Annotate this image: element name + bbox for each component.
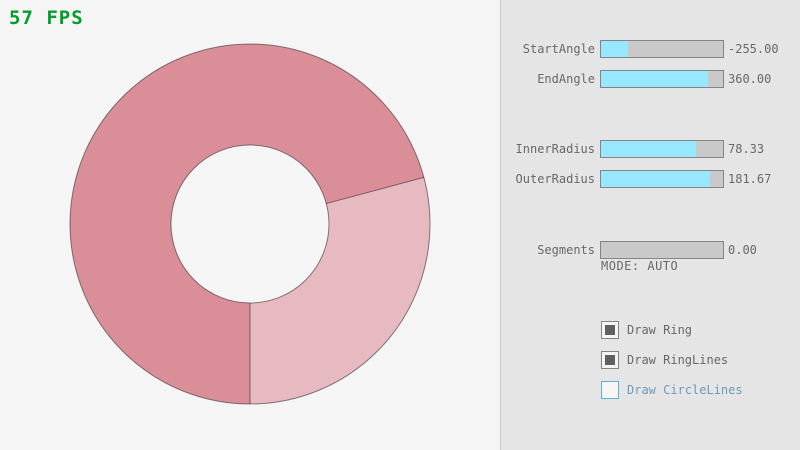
endangle-label: EndAngle bbox=[537, 72, 595, 86]
ring-inner-outline bbox=[170, 144, 330, 304]
draw-circlelines-label: Draw CircleLines bbox=[627, 383, 743, 397]
outerradius-slider-fill bbox=[601, 171, 710, 187]
checkmark bbox=[605, 355, 615, 365]
slider-row-segments: Segments 0.00 bbox=[501, 241, 800, 259]
slider-row-endangle: EndAngle 360.00 bbox=[501, 70, 800, 88]
outerradius-label: OuterRadius bbox=[515, 172, 595, 186]
startangle-slider[interactable] bbox=[600, 40, 724, 58]
mode-label: MODE: AUTO bbox=[601, 259, 679, 273]
slider-row-outerradius: OuterRadius 181.67 bbox=[501, 170, 800, 188]
innerradius-value: 78.33 bbox=[728, 142, 765, 156]
ring-radial-line-1 bbox=[326, 176, 424, 205]
outerradius-value: 181.67 bbox=[728, 172, 772, 186]
segments-value: 0.00 bbox=[728, 243, 757, 257]
draw-ringlines-label: Draw RingLines bbox=[627, 353, 729, 367]
draw-ring-checkbox[interactable] bbox=[601, 321, 619, 339]
checkmark bbox=[605, 325, 615, 335]
control-panel: StartAngle -255.00 EndAngle 360.00 Inner… bbox=[500, 0, 800, 450]
slider-row-innerradius: InnerRadius 78.33 bbox=[501, 140, 800, 158]
draw-circlelines-checkbox[interactable] bbox=[601, 381, 619, 399]
innerradius-label: InnerRadius bbox=[515, 142, 595, 156]
draw-ringlines-checkbox[interactable] bbox=[601, 351, 619, 369]
fps-counter: 57 FPS bbox=[9, 7, 84, 29]
endangle-slider[interactable] bbox=[600, 70, 724, 88]
segments-slider[interactable] bbox=[600, 241, 724, 259]
endangle-value: 360.00 bbox=[728, 72, 772, 86]
slider-row-startangle: StartAngle -255.00 bbox=[501, 40, 800, 58]
outerradius-slider[interactable] bbox=[600, 170, 724, 188]
innerradius-slider-fill bbox=[601, 141, 696, 157]
ring-single-sector bbox=[250, 177, 431, 404]
segments-label: Segments bbox=[537, 243, 595, 257]
startangle-label: StartAngle bbox=[522, 42, 595, 56]
innerradius-slider[interactable] bbox=[600, 140, 724, 158]
draw-ring-label: Draw Ring bbox=[627, 323, 693, 337]
ring-outer-outline bbox=[69, 43, 431, 405]
endangle-slider-fill bbox=[601, 71, 709, 87]
startangle-value: -255.00 bbox=[728, 42, 779, 56]
startangle-slider-fill bbox=[601, 41, 628, 57]
